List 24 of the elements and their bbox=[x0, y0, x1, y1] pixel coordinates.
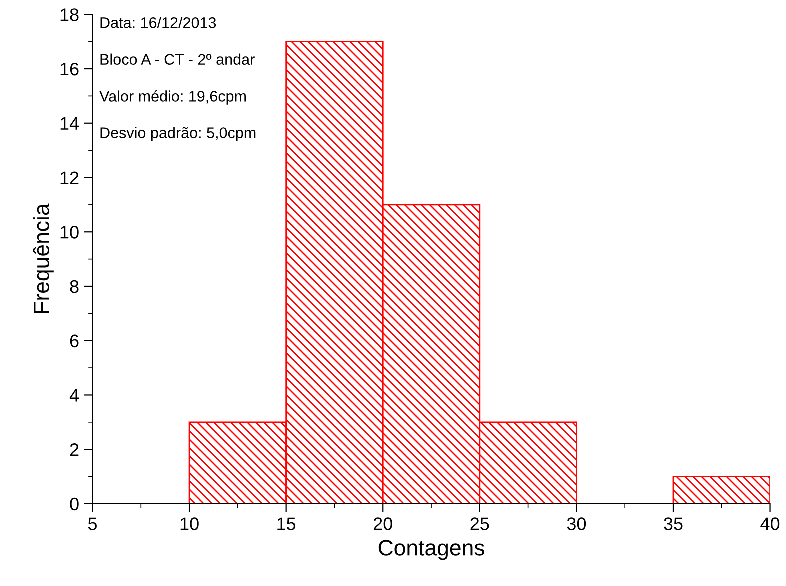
x-tick-label: 30 bbox=[567, 518, 586, 530]
x-tick-label: 25 bbox=[470, 518, 490, 530]
x-tick-label: 35 bbox=[664, 518, 683, 530]
y-axis-title: Frequência bbox=[33, 204, 54, 314]
y-tick-label: 6 bbox=[70, 334, 79, 348]
x-tick-label: 5 bbox=[88, 518, 98, 530]
x-tick-label: 10 bbox=[180, 518, 199, 530]
x-tick-label: 40 bbox=[760, 518, 780, 530]
y-tick-label: 18 bbox=[60, 8, 79, 22]
annotation: Desvio padrão: 5,0cpm bbox=[100, 127, 256, 142]
x-tick-label: 20 bbox=[374, 518, 392, 530]
x-axis-title: Contagens bbox=[378, 540, 484, 560]
y-tick-label: 8 bbox=[70, 280, 79, 294]
annotation: Data: 16/12/2013 bbox=[100, 17, 216, 28]
y-tick-label: 16 bbox=[60, 62, 79, 76]
y-tick-label: 10 bbox=[60, 226, 79, 239]
annotation: Valor médio: 19,6cpm bbox=[100, 90, 246, 105]
x-tick-label: 15 bbox=[278, 518, 296, 530]
y-tick-label: 0 bbox=[70, 498, 79, 511]
y-tick-label: 4 bbox=[70, 389, 80, 402]
y-tick-label: 2 bbox=[70, 444, 79, 456]
y-tick-label: 14 bbox=[60, 118, 80, 130]
annotation: Bloco A - CT - 2º andar bbox=[100, 54, 255, 66]
y-tick-label: 12 bbox=[60, 172, 79, 184]
